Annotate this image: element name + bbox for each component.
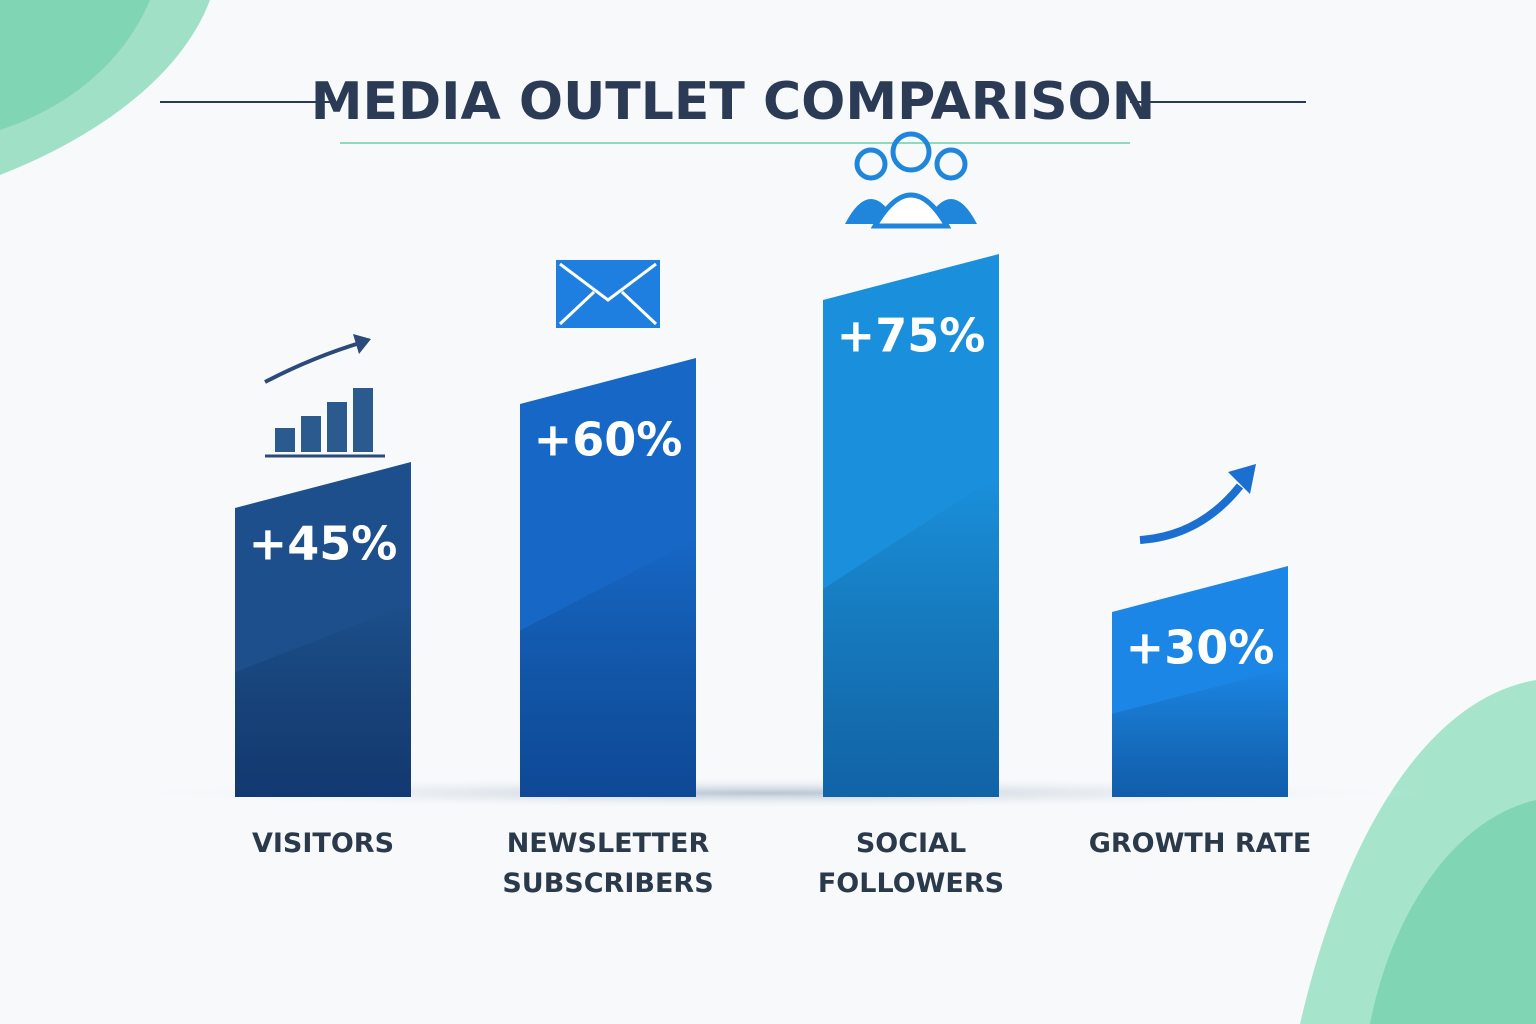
- bar-shade: [235, 603, 411, 797]
- icon: [1228, 464, 1256, 494]
- icon: [558, 262, 658, 326]
- value-label: +30%: [1126, 621, 1275, 675]
- value-label: +75%: [837, 309, 986, 363]
- icon: [890, 131, 932, 173]
- icon: [870, 192, 952, 229]
- icon: [854, 147, 888, 181]
- category-label: VISITORS: [251, 828, 395, 859]
- icon: [264, 340, 364, 384]
- corner-blob: [1370, 800, 1536, 1024]
- value-label: +60%: [534, 413, 683, 467]
- bar-shade: [1112, 668, 1288, 797]
- icon: [327, 402, 347, 452]
- category-label: GROWTH RATE: [1088, 828, 1312, 859]
- floor-shadow: [108, 777, 1428, 809]
- category-label: SOCIAL FOLLOWERS: [817, 828, 1005, 899]
- value-label: +45%: [249, 517, 398, 571]
- icon: [275, 428, 295, 452]
- icon: [301, 416, 321, 452]
- icon: [353, 334, 371, 354]
- icon: [934, 147, 968, 181]
- chart-title: MEDIA OUTLET COMPARISON: [311, 72, 1156, 132]
- corner-blob: [0, 0, 150, 130]
- icon: [353, 388, 373, 452]
- category-label: NEWSLETTER SUBSCRIBERS: [502, 828, 714, 899]
- bar-shade: [520, 539, 696, 797]
- icon: [1139, 483, 1244, 544]
- icon: [556, 260, 660, 328]
- bar-shade: [823, 474, 999, 797]
